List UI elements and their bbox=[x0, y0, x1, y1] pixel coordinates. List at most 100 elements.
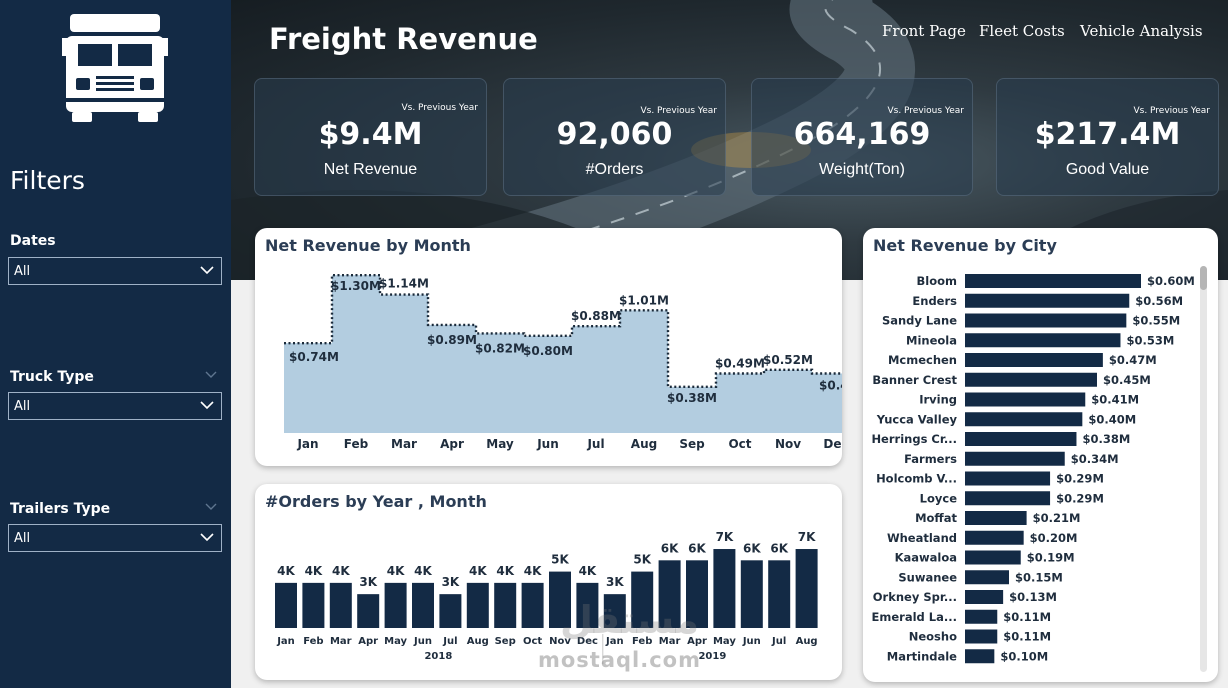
data-label: 6K bbox=[688, 541, 706, 555]
city-bar bbox=[965, 333, 1121, 348]
order-bar bbox=[795, 549, 818, 628]
data-label: $1.14M bbox=[379, 277, 429, 291]
city-bar bbox=[965, 649, 995, 664]
data-label: $0.60M bbox=[1147, 274, 1195, 288]
city-label: Loyce bbox=[920, 491, 958, 505]
chevron-down-icon[interactable] bbox=[204, 501, 218, 511]
data-label: 4K bbox=[579, 564, 597, 578]
order-bar bbox=[576, 582, 599, 628]
dates-dropdown[interactable]: All bbox=[8, 257, 222, 285]
x-tick-label: Feb bbox=[344, 437, 369, 451]
city-bar bbox=[965, 511, 1027, 525]
truck-type-dropdown[interactable]: All bbox=[8, 392, 222, 420]
data-label: $0.55M bbox=[1132, 314, 1180, 328]
kpi-comparison: Vs. Previous Year bbox=[640, 106, 717, 116]
x-tick-label: Dec bbox=[577, 636, 598, 647]
net-revenue-by-month-card: Net Revenue by Month Jan $0.74M Feb $1.30M M… bbox=[255, 228, 842, 466]
city-bar bbox=[965, 412, 1083, 427]
data-label: $0.15M bbox=[1015, 570, 1063, 584]
order-bar bbox=[494, 582, 517, 628]
data-label: 4K bbox=[332, 564, 350, 578]
x-tick-label: May bbox=[384, 636, 407, 647]
net-revenue-by-city-card: Net Revenue by City Bloom $0.60M Enders $0.… bbox=[863, 228, 1218, 682]
data-label: 4K bbox=[469, 564, 487, 578]
dates-dropdown-value: All bbox=[14, 264, 31, 279]
city-label: Mcmechen bbox=[888, 353, 957, 367]
orders-by-year-month-chart: 4K Jan 4K Feb 4K Mar 3K Apr 4K May 4K Jun 3K Jul 4K Aug… bbox=[275, 530, 818, 664]
nav-fleet-costs[interactable]: Fleet Costs bbox=[979, 22, 1065, 40]
city-bar bbox=[965, 629, 998, 644]
net-revenue-by-month-chart: Jan $0.74M Feb $1.30M Mar $1.14M Apr $0.89M May $… bbox=[284, 273, 842, 451]
chart-title: #Orders by Year , Month bbox=[265, 492, 487, 511]
x-tick-label: Dec bbox=[823, 437, 842, 451]
x-tick-label: Jan bbox=[605, 636, 624, 647]
city-bar bbox=[965, 570, 1009, 585]
watermark-arabic: مستقل bbox=[560, 598, 699, 642]
trailers-type-dropdown[interactable]: All bbox=[8, 524, 222, 552]
data-label: 4K bbox=[387, 564, 405, 578]
kpi-label: #Orders bbox=[585, 161, 644, 178]
chevron-down-icon bbox=[200, 533, 214, 542]
data-label: $0.45M bbox=[1103, 373, 1151, 387]
city-bar bbox=[965, 590, 1004, 604]
data-label: 4K bbox=[277, 564, 295, 578]
city-bar bbox=[965, 274, 1141, 288]
city-bar bbox=[965, 530, 1024, 545]
kpi-label: Weight(Ton) bbox=[819, 161, 905, 178]
scrollbar-thumb[interactable] bbox=[1200, 266, 1207, 290]
data-label: $0.49M bbox=[819, 379, 842, 393]
nav-vehicle-analysis[interactable]: Vehicle Analysis bbox=[1080, 22, 1203, 40]
chevron-down-icon bbox=[200, 401, 214, 410]
filter-label-truck-type: Truck Type bbox=[10, 369, 94, 385]
kpi-value: 664,169 bbox=[793, 117, 931, 152]
data-label: $0.21M bbox=[1033, 511, 1081, 525]
order-bar bbox=[549, 571, 571, 628]
filter-label-dates: Dates bbox=[10, 233, 56, 249]
x-tick-label: Apr bbox=[440, 437, 464, 451]
chevron-down-icon[interactable] bbox=[204, 369, 218, 379]
data-label: $0.41M bbox=[1091, 393, 1139, 407]
order-bar bbox=[412, 582, 434, 628]
data-label: $0.53M bbox=[1126, 333, 1174, 347]
x-tick-label: Jul bbox=[771, 636, 786, 647]
data-label: $0.74M bbox=[289, 350, 339, 364]
city-bar bbox=[965, 471, 1051, 486]
city-bar bbox=[965, 550, 1021, 565]
order-bar bbox=[466, 582, 489, 628]
x-tick-label: Jun bbox=[413, 636, 432, 647]
city-label: Mineola bbox=[906, 333, 957, 347]
scrollbar-track[interactable] bbox=[1200, 266, 1207, 672]
kpi-label: Net Revenue bbox=[323, 161, 418, 178]
data-label: 4K bbox=[524, 564, 542, 578]
kpi-value: $217.4M bbox=[1034, 117, 1181, 152]
x-tick-label: Apr bbox=[358, 636, 378, 647]
chart-title: Net Revenue by Month bbox=[265, 236, 471, 255]
nav-front-page[interactable]: Front Page bbox=[882, 22, 966, 40]
data-label: $0.34M bbox=[1071, 452, 1119, 466]
data-label: 4K bbox=[305, 564, 323, 578]
city-bar bbox=[965, 609, 998, 624]
city-label: Bloom bbox=[917, 274, 958, 288]
x-tick-label: Jan bbox=[296, 437, 318, 451]
data-label: 5K bbox=[633, 553, 651, 567]
x-tick-label: May bbox=[486, 437, 514, 451]
data-label: $0.19M bbox=[1027, 551, 1075, 565]
data-label: $0.52M bbox=[763, 353, 813, 367]
data-label: 5K bbox=[551, 553, 569, 567]
order-bar bbox=[713, 549, 736, 628]
kpi-value: 92,060 bbox=[556, 117, 673, 152]
order-bar bbox=[302, 582, 325, 628]
city-bar bbox=[965, 432, 1077, 446]
kpi-comparison: Vs. Previous Year bbox=[401, 103, 478, 113]
data-label: $0.13M bbox=[1009, 590, 1057, 604]
order-bar bbox=[768, 560, 791, 628]
data-label: 4K bbox=[414, 564, 432, 578]
order-bar bbox=[658, 560, 681, 628]
x-tick-label: Aug bbox=[631, 437, 657, 451]
city-label: Herrings Cr... bbox=[871, 432, 957, 446]
city-label: Suwanee bbox=[898, 570, 957, 584]
order-bar bbox=[603, 594, 626, 628]
data-label: $0.47M bbox=[1109, 353, 1157, 367]
city-label: Wheatland bbox=[887, 531, 957, 545]
chart-title: Net Revenue by City bbox=[873, 236, 1057, 255]
